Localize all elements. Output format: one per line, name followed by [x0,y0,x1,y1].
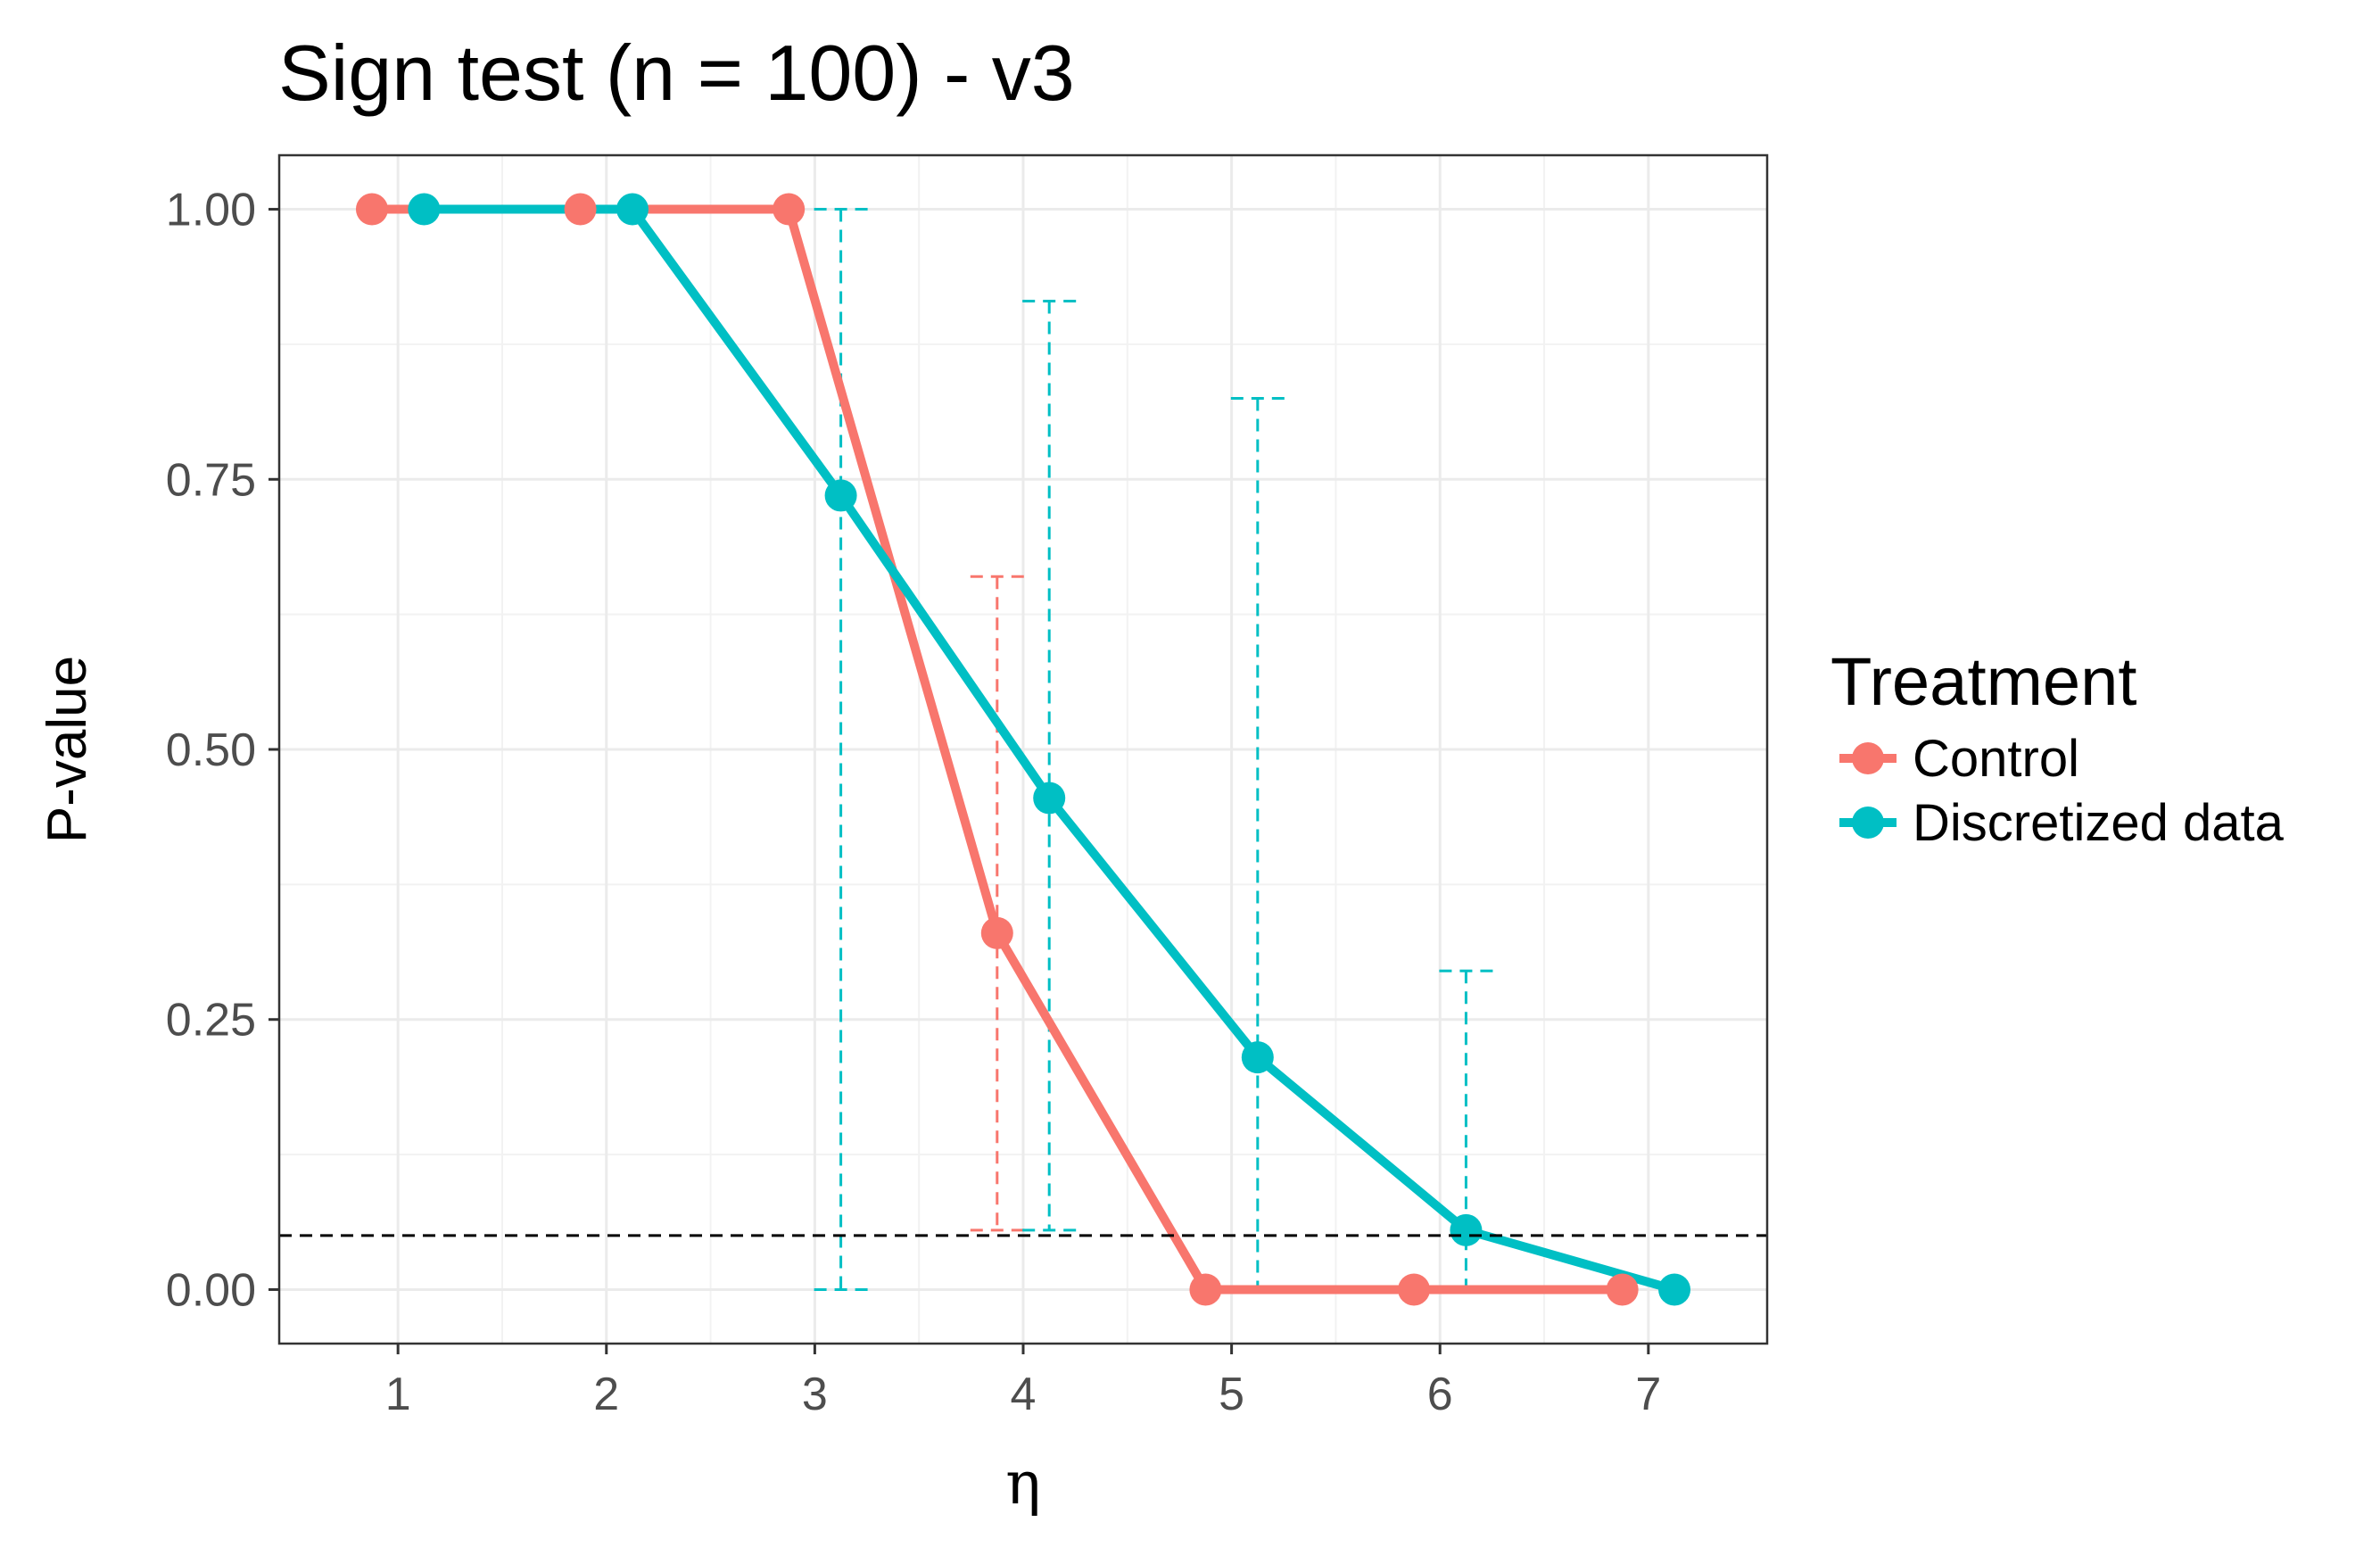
legend-label: Control [1913,730,2079,788]
data-point [564,193,597,226]
x-tick-label: 2 [593,1369,619,1420]
y-tick-label: 0.75 [166,454,256,506]
legend: Treatment Control Discretized data [1830,644,2285,852]
data-point [408,193,441,226]
legend-item: Discretized data [1839,794,2285,852]
y-axis-title: P-value [37,656,98,843]
data-point [980,916,1013,949]
data-point [1658,1273,1691,1306]
data-point [1241,1041,1274,1074]
legend-label: Discretized data [1913,794,2285,852]
data-point [1033,782,1066,815]
data-point [355,193,388,226]
legend-key-point [1852,807,1884,839]
data-point [1450,1213,1483,1246]
data-point [616,193,649,226]
data-point [824,479,857,512]
x-tick-label: 7 [1635,1369,1661,1420]
x-tick-label: 5 [1219,1369,1244,1420]
data-point [773,193,806,226]
data-point [1606,1273,1639,1306]
x-tick-label: 6 [1427,1369,1453,1420]
x-axis-ticks: 1 2 3 4 5 6 7 [385,1344,1661,1420]
x-tick-label: 3 [802,1369,828,1420]
major-gridlines [279,155,1767,1344]
y-tick-label: 0.25 [166,995,256,1046]
legend-title: Treatment [1830,644,2137,720]
x-axis-title: η [1005,1449,1041,1518]
y-tick-label: 1.00 [166,185,256,236]
y-tick-label: 0.50 [166,724,256,776]
chart-title: Sign test (n = 100) - v3 [278,29,1075,117]
data-point [1189,1273,1222,1306]
legend-item: Control [1839,730,2079,788]
data-point [1398,1273,1431,1306]
series-points [355,193,1691,1306]
x-tick-label: 1 [385,1369,411,1420]
y-axis-ticks: 0.00 0.25 0.50 0.75 1.00 [166,185,279,1316]
legend-key-point [1852,742,1884,774]
y-tick-label: 0.00 [166,1264,256,1316]
x-tick-label: 4 [1011,1369,1037,1420]
